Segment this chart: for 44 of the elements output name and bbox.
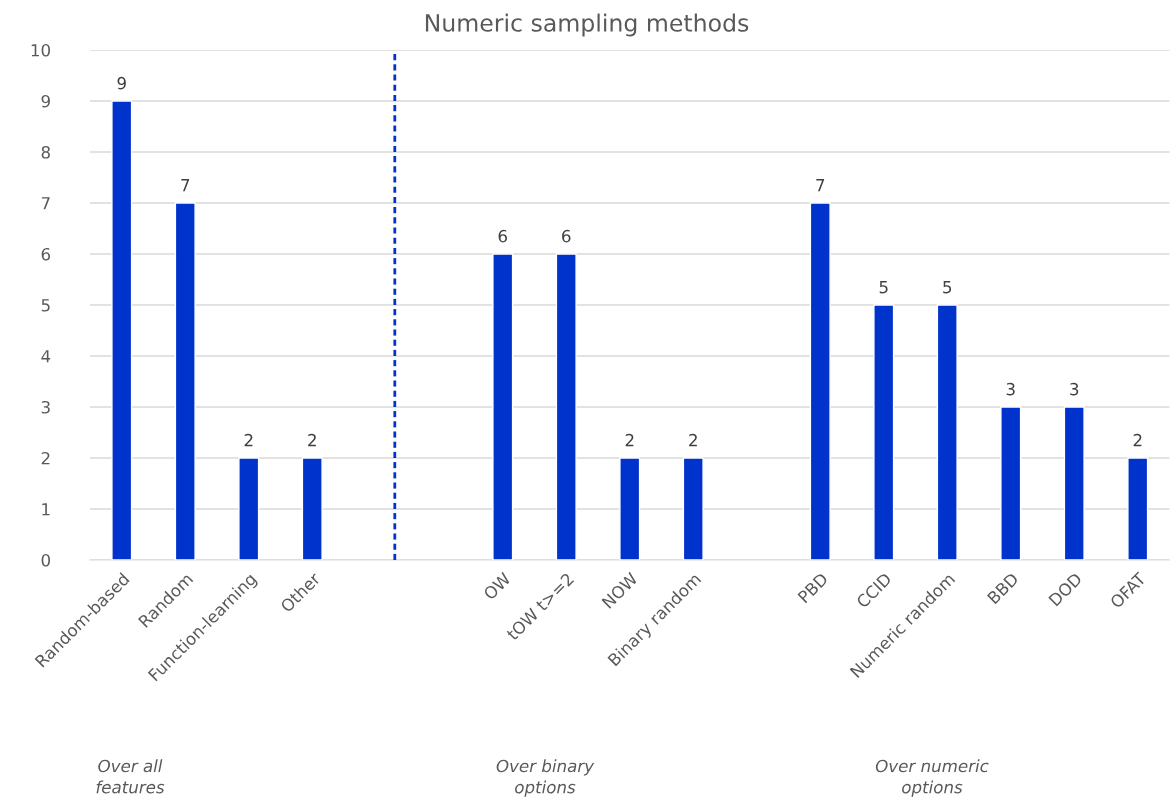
bar — [238, 457, 260, 560]
bar — [619, 457, 641, 560]
bar — [555, 253, 577, 560]
y-tick-label: 0 — [41, 553, 50, 567]
y-tick-label: 9 — [41, 94, 50, 108]
data-label: 3 — [1006, 382, 1015, 396]
text: Over all features — [96, 759, 165, 794]
y-tick-label: 3 — [41, 400, 50, 414]
y-tick-label: 8 — [41, 145, 50, 159]
bar — [873, 304, 895, 560]
data-label: 2 — [689, 433, 697, 447]
bar — [174, 202, 196, 560]
bar — [1127, 457, 1149, 560]
data-label: 5 — [943, 281, 952, 294]
bar — [492, 253, 514, 560]
text: Over binary options — [496, 759, 595, 797]
data-label: 6 — [498, 229, 507, 243]
data-label: 7 — [181, 179, 190, 192]
data-label: 5 — [879, 281, 888, 294]
bar — [1063, 406, 1085, 560]
data-label: 7 — [816, 179, 825, 192]
bar — [1000, 406, 1022, 560]
data-label: 2 — [244, 433, 253, 447]
bar — [809, 202, 831, 560]
data-label: 2 — [308, 433, 316, 447]
y-tick-label: 5 — [41, 299, 50, 312]
text: Over numeric options — [875, 759, 989, 797]
y-tick-label: 2 — [41, 451, 50, 465]
y-tick-label: 7 — [41, 197, 50, 210]
bar — [301, 457, 323, 560]
bar — [111, 100, 133, 560]
data-label: 2 — [1133, 433, 1142, 447]
y-tick-label: 6 — [41, 247, 51, 261]
bar — [936, 304, 958, 560]
y-tick-label: 1 — [42, 503, 50, 516]
bar — [682, 457, 704, 560]
data-label: 9 — [117, 76, 126, 90]
chart-title: Numeric sampling methods — [425, 13, 749, 37]
y-tick-label: 4 — [41, 350, 51, 363]
x-tick-label: OW — [482, 571, 512, 601]
data-label: 2 — [625, 433, 634, 447]
y-tick-label: 10 — [31, 43, 50, 57]
data-label: 6 — [562, 229, 571, 243]
data-label: 3 — [1070, 382, 1079, 396]
